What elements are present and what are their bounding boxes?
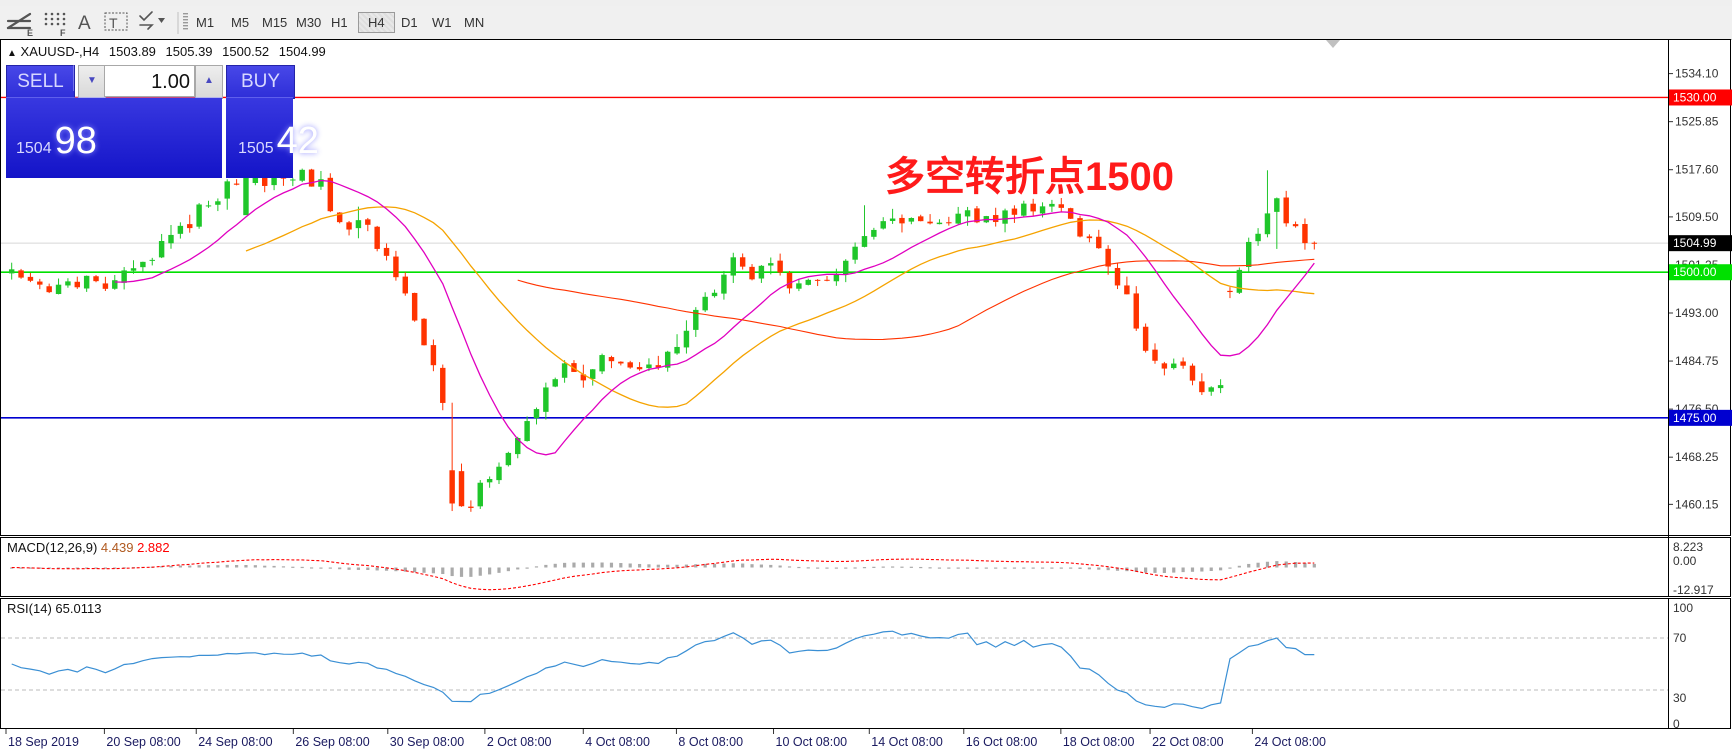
- svg-text:1509.50: 1509.50: [1675, 210, 1719, 224]
- svg-text:4 Oct 08:00: 4 Oct 08:00: [585, 735, 650, 749]
- svg-text:10 Oct 08:00: 10 Oct 08:00: [776, 735, 848, 749]
- svg-text:18 Sep 2019: 18 Sep 2019: [8, 735, 79, 749]
- svg-text:1468.25: 1468.25: [1675, 450, 1719, 464]
- svg-text:1517.60: 1517.60: [1675, 163, 1719, 177]
- svg-text:1504.99: 1504.99: [1673, 236, 1717, 250]
- svg-text:22 Oct 08:00: 22 Oct 08:00: [1152, 735, 1224, 749]
- svg-text:24 Oct 08:00: 24 Oct 08:00: [1254, 735, 1326, 749]
- svg-text:1525.85: 1525.85: [1675, 115, 1719, 129]
- svg-text:1484.75: 1484.75: [1675, 354, 1719, 368]
- svg-text:1493.00: 1493.00: [1675, 306, 1719, 320]
- svg-text:24 Sep 08:00: 24 Sep 08:00: [198, 735, 272, 749]
- svg-text:18 Oct 08:00: 18 Oct 08:00: [1063, 735, 1135, 749]
- svg-text:1530.00: 1530.00: [1673, 90, 1717, 104]
- svg-text:1534.10: 1534.10: [1675, 67, 1719, 81]
- svg-text:26 Sep 08:00: 26 Sep 08:00: [295, 735, 369, 749]
- svg-text:2 Oct 08:00: 2 Oct 08:00: [487, 735, 552, 749]
- svg-text:14 Oct 08:00: 14 Oct 08:00: [871, 735, 943, 749]
- svg-text:1475.00: 1475.00: [1673, 411, 1717, 425]
- svg-text:1500.00: 1500.00: [1673, 265, 1717, 279]
- svg-text:20 Sep 08:00: 20 Sep 08:00: [106, 735, 180, 749]
- svg-text:8 Oct 08:00: 8 Oct 08:00: [678, 735, 743, 749]
- svg-text:16 Oct 08:00: 16 Oct 08:00: [966, 735, 1038, 749]
- svg-text:30 Sep 08:00: 30 Sep 08:00: [390, 735, 464, 749]
- svg-text:1460.15: 1460.15: [1675, 497, 1719, 511]
